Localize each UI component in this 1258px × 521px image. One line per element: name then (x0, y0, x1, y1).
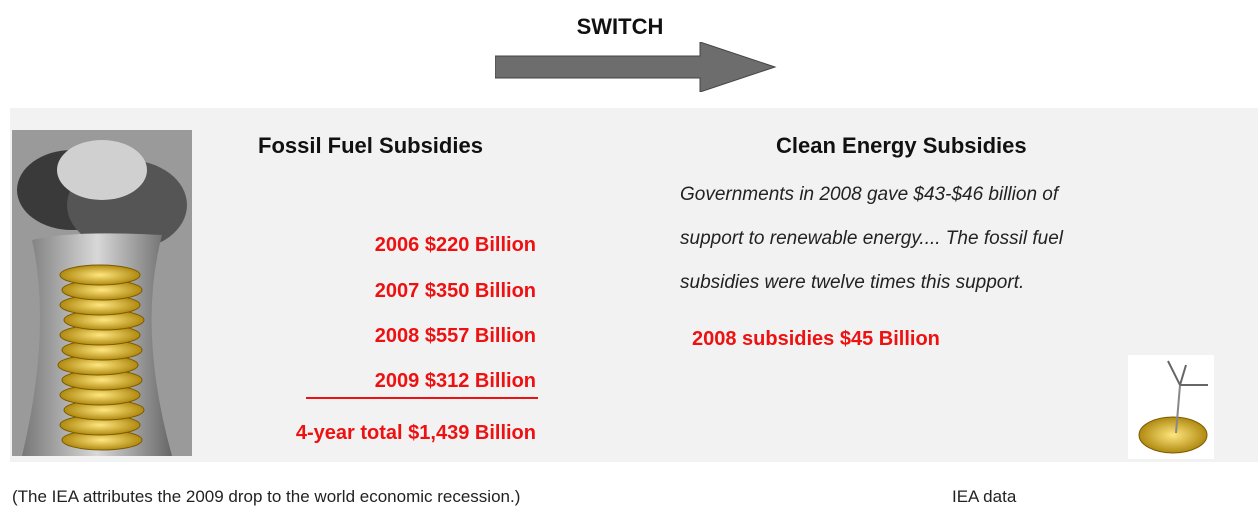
panel (10, 108, 1258, 462)
clean-highlight: 2008 subsidies $45 Billion (692, 328, 940, 350)
fossil-total: 4-year total $1,439 Billion (295, 422, 536, 444)
fossil-row: 2006 $220 Billion (374, 234, 536, 256)
fossil-row: 2007 $350 Billion (374, 280, 536, 302)
quote-line: support to renewable energy.... The foss… (680, 228, 1064, 249)
arrow (495, 42, 777, 92)
tower-image (12, 130, 192, 456)
fossil-heading: Fossil Fuel Subsidies (258, 133, 483, 158)
underline (306, 397, 538, 399)
quote-line: subsidies were twelve times this support… (680, 272, 1025, 293)
title: SWITCH (576, 14, 664, 39)
quote-line: Governments in 2008 gave $43-$46 billion… (680, 184, 1059, 205)
fossil-row: 2009 $312 Billion (374, 370, 536, 392)
fossil-row: 2008 $557 Billion (374, 325, 536, 347)
turbine-image (1128, 355, 1214, 459)
clean-heading: Clean Energy Subsidies (776, 133, 1027, 158)
footer-note: (The IEA attributes the 2009 drop to the… (12, 487, 521, 506)
footer-source: IEA data (952, 487, 1017, 506)
